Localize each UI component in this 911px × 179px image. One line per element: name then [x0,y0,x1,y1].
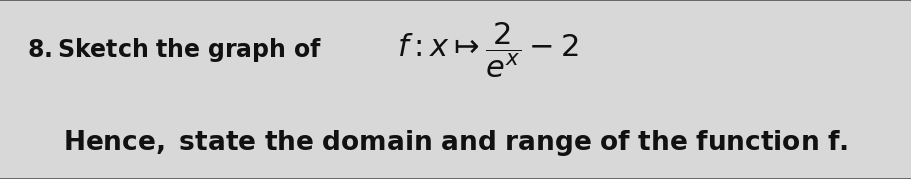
Text: $\mathbf{8.Sketch\ the\ graph\ of\ }$: $\mathbf{8.Sketch\ the\ graph\ of\ }$ [27,36,322,64]
Text: $\mathbf{Hence,\ state\ the\ domain\ and\ range\ of\ the\ function\ f.}$: $\mathbf{Hence,\ state\ the\ domain\ and… [64,128,847,158]
Text: $f: x \mapsto \dfrac{2}{e^x} - 2$: $f: x \mapsto \dfrac{2}{e^x} - 2$ [396,20,578,80]
